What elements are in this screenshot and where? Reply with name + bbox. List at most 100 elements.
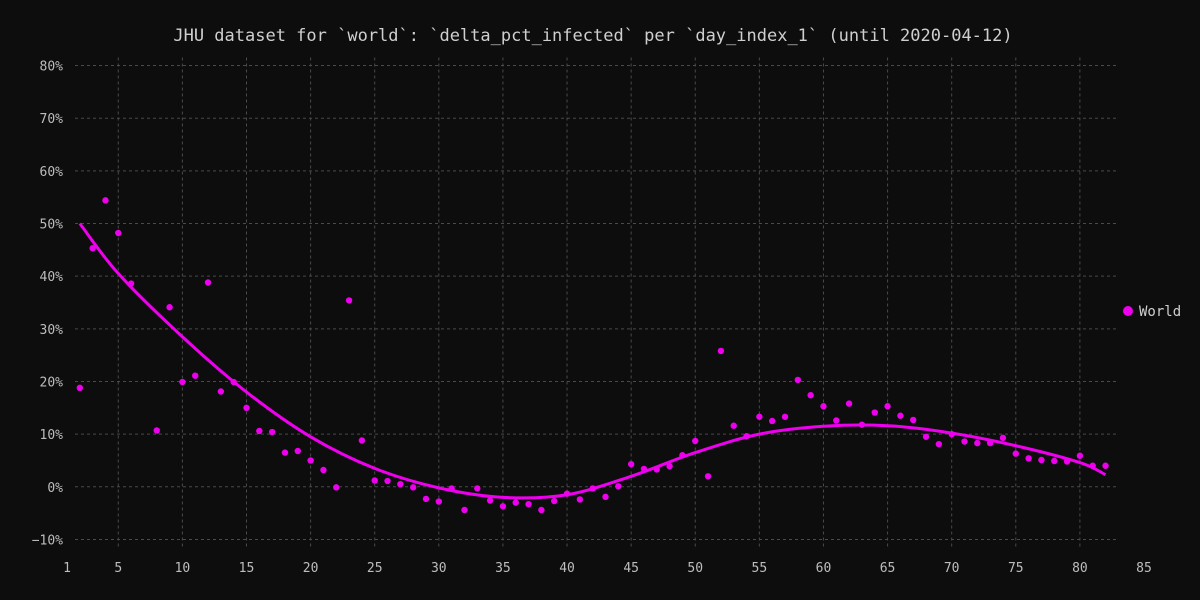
- x-tick-label: 15: [239, 561, 255, 576]
- data-point: [153, 427, 160, 434]
- data-point: [1089, 462, 1096, 469]
- data-point: [717, 347, 725, 355]
- data-point: [486, 497, 494, 504]
- x-tick-label: 75: [1008, 561, 1024, 576]
- x-tick-label: 50: [687, 561, 703, 576]
- data-point: [268, 428, 276, 436]
- data-point: [666, 463, 673, 470]
- data-point: [499, 503, 507, 510]
- legend[interactable]: World: [1123, 304, 1181, 320]
- data-point: [999, 434, 1007, 442]
- data-point: [435, 498, 443, 505]
- data-point: [871, 409, 878, 416]
- data-point: [1025, 455, 1032, 462]
- x-tick-label: 80: [1072, 561, 1088, 576]
- x-tick-label: 60: [816, 561, 832, 576]
- data-point: [551, 497, 558, 505]
- y-tick-label: 40%: [40, 270, 64, 285]
- x-tick-label: 40: [559, 561, 575, 576]
- grid-layer: [75, 57, 1116, 548]
- data-point: [166, 304, 173, 311]
- data-point: [845, 400, 853, 407]
- data-point: [243, 404, 250, 412]
- data-point: [820, 403, 827, 410]
- data-point: [371, 477, 378, 484]
- y-tick-label: 20%: [40, 375, 64, 390]
- data-point: [563, 490, 571, 497]
- data-point: [76, 384, 84, 392]
- data-point: [768, 417, 776, 425]
- x-tick-label: 20: [303, 561, 319, 576]
- data-point: [615, 483, 622, 490]
- data-point: [384, 477, 391, 485]
- data-point: [525, 500, 532, 508]
- y-tick-label: 70%: [40, 112, 64, 127]
- chart-title: JHU dataset for `world`: `delta_pct_infe…: [173, 26, 1012, 46]
- data-point: [512, 499, 519, 506]
- data-point: [217, 388, 225, 395]
- y-tick-label: 0%: [47, 481, 63, 496]
- data-point: [704, 473, 712, 480]
- data-point: [115, 229, 122, 237]
- trend-line: [78, 222, 1107, 500]
- data-point: [602, 493, 609, 501]
- data-point: [986, 439, 994, 447]
- data-point: [102, 197, 109, 204]
- data-point: [884, 403, 891, 410]
- data-point: [935, 440, 943, 448]
- data-point: [576, 496, 584, 503]
- x-tick-label: 30: [431, 561, 447, 576]
- y-tick-label: 80%: [40, 60, 64, 75]
- data-point: [294, 447, 301, 455]
- data-point: [422, 495, 430, 503]
- data-point: [409, 484, 417, 491]
- data-point: [127, 280, 135, 287]
- data-point: [320, 466, 327, 474]
- legend-marker-world: [1123, 306, 1133, 316]
- data-point: [627, 460, 635, 468]
- data-point: [448, 485, 455, 492]
- x-tick-label: 70: [944, 561, 960, 576]
- x-tick-label: 55: [752, 561, 768, 576]
- data-point: [730, 422, 737, 429]
- x-tick-label: 10: [175, 561, 191, 576]
- data-point: [397, 480, 404, 488]
- data-point: [1051, 457, 1058, 465]
- x-tick-label: 85: [1136, 561, 1152, 576]
- x-tick-label: 65: [880, 561, 896, 576]
- data-point: [89, 245, 96, 252]
- data-point: [653, 466, 660, 473]
- data-point: [474, 485, 481, 492]
- data-point: [204, 279, 212, 286]
- data-point: [743, 433, 750, 440]
- x-tick-label: 45: [623, 561, 639, 576]
- data-point: [192, 372, 199, 379]
- data-point: [692, 437, 699, 445]
- data-point: [974, 439, 981, 447]
- x-tick-label: 1: [63, 561, 71, 576]
- x-tick-label: 5: [114, 561, 122, 576]
- data-point: [1076, 452, 1084, 459]
- data-point: [230, 378, 237, 386]
- data-point: [1038, 456, 1045, 464]
- data-point: [333, 484, 340, 491]
- y-tick-label: 30%: [40, 323, 64, 338]
- y-tick-label: 60%: [40, 165, 64, 180]
- data-point: [897, 412, 904, 419]
- x-tick-label: 35: [495, 561, 511, 576]
- data-point: [461, 506, 468, 514]
- legend-label-world: World: [1139, 304, 1181, 320]
- data-point: [589, 485, 596, 492]
- data-point: [1012, 450, 1019, 457]
- data-point: [640, 465, 648, 473]
- y-tick-label: 50%: [40, 218, 64, 233]
- data-point: [858, 421, 866, 428]
- data-point: [345, 297, 353, 304]
- data-point: [756, 413, 763, 420]
- x-tick-label: 25: [367, 561, 383, 576]
- data-point: [307, 457, 314, 464]
- data-point: [179, 378, 186, 386]
- data-point: [1102, 462, 1109, 469]
- data-point: [910, 416, 917, 424]
